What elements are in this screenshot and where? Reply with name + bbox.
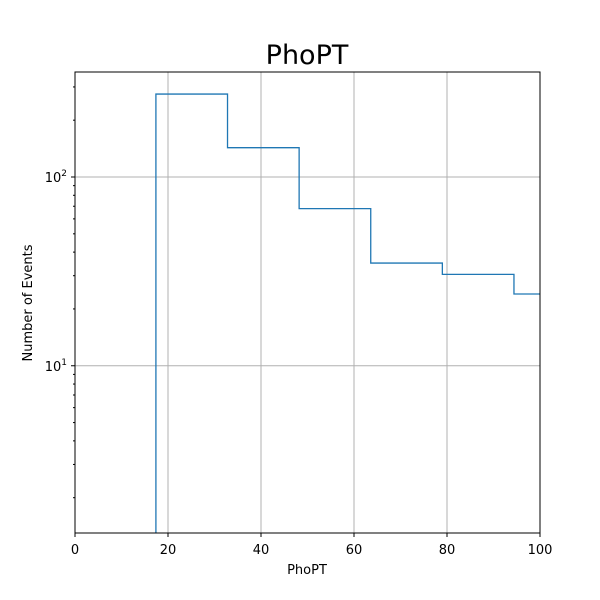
plot-frame (74, 71, 541, 534)
x-axis-ticks: 0 20 40 60 80 100 (71, 533, 553, 558)
y-axis-ticks: 101 102 (45, 86, 75, 499)
histogram-step-line (155, 93, 540, 533)
x-tick-label: 60 (346, 543, 363, 558)
chart-title: PhoPT (266, 40, 349, 71)
x-tick-label: 40 (253, 543, 270, 558)
x-tick-label: 20 (160, 543, 177, 558)
y-axis-label: Number of Events (21, 244, 36, 361)
histogram-bin (514, 294, 540, 533)
histogram-bin (228, 148, 300, 533)
histogram-bin (442, 274, 514, 533)
x-axis-label: PhoPT (287, 563, 327, 578)
grid-lines (74, 72, 541, 533)
y-tick-label: 101 (45, 358, 67, 375)
y-tick-label: 102 (45, 169, 67, 186)
x-tick-label: 100 (528, 543, 553, 558)
histogram-series (155, 93, 540, 533)
histogram-bin (299, 209, 371, 533)
histogram-bin (156, 94, 228, 533)
x-tick-label: 80 (439, 543, 456, 558)
histogram-bin (371, 263, 443, 533)
x-tick-label: 0 (71, 543, 79, 558)
